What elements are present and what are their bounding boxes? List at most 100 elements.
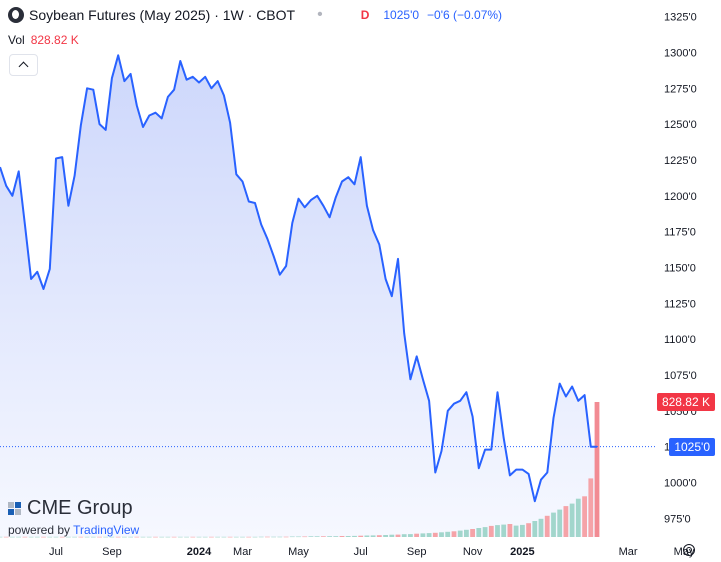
volume-bar xyxy=(395,534,401,537)
volume-bar xyxy=(557,509,563,537)
volume-bar xyxy=(383,535,388,537)
x-tick-label: Sep xyxy=(407,546,427,558)
volume-bar xyxy=(457,530,463,537)
volume-bar xyxy=(215,536,220,538)
price-change: −0'6 (−0.07%) xyxy=(427,8,503,22)
y-tick-label: 1150'0 xyxy=(664,262,696,274)
volume-bar xyxy=(53,536,59,538)
volume-bar xyxy=(426,533,432,537)
volume-bar xyxy=(358,535,364,537)
volume-bar xyxy=(171,536,177,538)
volume-bar xyxy=(277,536,283,538)
volume-bar xyxy=(501,524,507,537)
volume-bar xyxy=(28,536,34,538)
volume-bar xyxy=(10,536,15,538)
quote: 1025'0 −0'6 (−0.07%) xyxy=(383,8,502,22)
volume-bar xyxy=(451,531,457,537)
volume-bar xyxy=(520,524,525,537)
volume-bar xyxy=(115,536,121,538)
volume-legend: Vol 828.82 K xyxy=(8,33,79,47)
volume-bar xyxy=(532,521,538,537)
x-tick-label: Jul xyxy=(49,546,63,558)
volume-bar xyxy=(34,536,40,538)
volume-bar xyxy=(345,536,351,537)
collapse-legend-button[interactable] xyxy=(9,54,38,76)
volume-bar xyxy=(165,536,171,538)
volume-bar xyxy=(308,536,314,537)
volume-bar xyxy=(327,536,332,537)
volume-bar xyxy=(594,402,600,537)
volume-bar xyxy=(289,536,295,538)
volume-bar xyxy=(482,527,488,537)
volume-bar xyxy=(184,536,189,538)
volume-bar xyxy=(582,496,587,537)
brand-name: CME Group xyxy=(27,497,133,519)
volume-bar xyxy=(240,536,245,538)
x-tick-label: 2024 xyxy=(187,546,212,558)
volume-bar xyxy=(59,536,65,538)
volume-bar xyxy=(445,531,451,537)
volume-bar xyxy=(588,478,594,537)
volume-bar xyxy=(470,529,475,537)
y-tick-label: 1100'0 xyxy=(664,334,696,346)
volume-bar xyxy=(252,536,258,538)
volume-bar xyxy=(414,533,419,537)
cme-group-logo: CME Group xyxy=(8,497,139,520)
volume-bar xyxy=(265,536,270,538)
volume-bar xyxy=(233,536,239,538)
volume-bar xyxy=(401,534,407,537)
y-tick-label: 1075'0 xyxy=(664,370,697,382)
x-tick-label: Sep xyxy=(102,546,122,558)
chart-title[interactable]: Soybean Futures (May 2025) · 1W · CBOT xyxy=(29,7,296,23)
y-tick-label: 1200'0 xyxy=(664,191,697,203)
volume-value: 828.82 K xyxy=(30,33,79,47)
volume-bar xyxy=(140,536,146,538)
volume-bar xyxy=(221,536,227,538)
interval-code: D xyxy=(360,8,370,22)
x-tick-label: Jul xyxy=(354,546,368,558)
branding: CME Group powered by TradingView xyxy=(8,497,139,537)
volume-bar xyxy=(202,536,208,538)
volume-bar xyxy=(507,524,513,537)
volume-bar xyxy=(526,523,531,537)
volume-bar xyxy=(420,533,426,537)
volume-bar xyxy=(78,536,84,538)
volume-price-tag: 828.82 K xyxy=(656,393,715,411)
volume-bar xyxy=(3,536,9,538)
y-tick-label: 1125'0 xyxy=(664,298,696,310)
y-tick-label: 1325'0 xyxy=(664,12,697,24)
volume-bar xyxy=(16,536,21,538)
volume-bar xyxy=(271,536,276,538)
y-tick-label: 1275'0 xyxy=(664,83,697,95)
x-tick-label: 2025 xyxy=(510,546,534,558)
volume-bar xyxy=(538,518,544,537)
volume-bar xyxy=(339,536,345,537)
volume-bar xyxy=(476,528,482,537)
volume-bar xyxy=(196,536,202,538)
chart-header: Soybean Futures (May 2025) · 1W · CBOT •… xyxy=(8,7,502,23)
symbol-logo-icon xyxy=(8,7,24,23)
volume-bar xyxy=(128,536,133,538)
volume-bar xyxy=(364,535,370,537)
volume-bar xyxy=(551,512,556,537)
x-tick-label: Mar xyxy=(233,546,252,558)
volume-bar xyxy=(333,536,339,537)
volume-bar xyxy=(109,536,115,538)
settings-gear-icon[interactable] xyxy=(683,544,695,556)
x-tick-label: May xyxy=(288,546,309,558)
volume-bar xyxy=(22,536,28,538)
y-tick-label: 975'0 xyxy=(664,513,691,525)
volume-bar xyxy=(544,515,550,537)
volume-bar xyxy=(352,535,357,537)
tradingview-link[interactable]: TradingView xyxy=(73,523,140,537)
volume-bar xyxy=(190,536,196,538)
volume-bar xyxy=(134,536,140,538)
y-tick-label: 1225'0 xyxy=(664,155,697,167)
volume-bar xyxy=(376,535,382,537)
volume-bar xyxy=(84,536,90,538)
volume-label: Vol xyxy=(8,33,25,47)
y-tick-label: 1000'0 xyxy=(664,478,697,490)
y-tick-label: 1250'0 xyxy=(664,119,697,131)
volume-bar xyxy=(72,536,77,538)
